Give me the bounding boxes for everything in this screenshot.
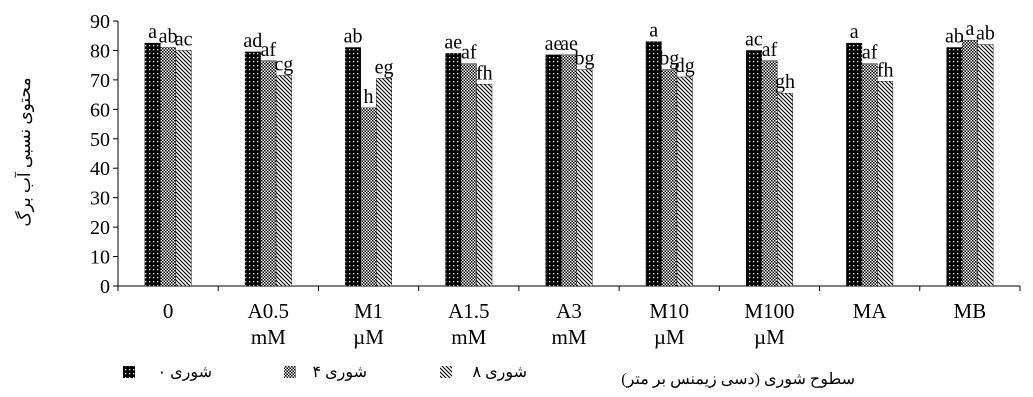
bars	[144, 39, 994, 287]
y-axis-label: محتوی نسبی آب برگ	[13, 77, 35, 226]
y-tick-label: 40	[90, 158, 110, 180]
y-axis-label-group: محتوی نسبی آب برگ	[13, 77, 35, 226]
bar-series-1	[645, 41, 662, 287]
bar-series-3	[877, 81, 894, 287]
y-tick-label: 90	[90, 11, 110, 33]
legend-swatch-series-2	[284, 366, 296, 378]
bar-letter-label: ac	[175, 28, 193, 50]
bar-series-2	[360, 107, 377, 287]
bar-letter-label: ad	[243, 30, 262, 52]
x-tick-label-unit: mM	[451, 325, 486, 349]
y-tick-label: 20	[90, 217, 110, 239]
bar-letter-label: a	[148, 21, 157, 43]
y-tick-label: 30	[90, 188, 110, 210]
y-tick-label: 0	[100, 276, 110, 298]
bar-letter-label: eg	[375, 56, 394, 78]
bar-letter-label: dg	[675, 55, 695, 77]
bar-series-1	[345, 47, 362, 287]
bar-series-3	[476, 84, 493, 287]
bar-letter-label: a	[649, 20, 658, 42]
bar-letter-label: ac	[745, 28, 763, 50]
bar-series-1	[745, 50, 762, 287]
bar-series-1	[946, 47, 963, 287]
bar-series-2	[260, 60, 277, 287]
x-tick-label: A3	[556, 299, 582, 323]
x-axis-title: سطوح شوری (دسی زیمنس بر متر)	[621, 371, 855, 388]
bar-letter-label: ae	[545, 33, 563, 55]
bar-letter-label: af	[461, 42, 477, 64]
bar-letter-label: gh	[775, 71, 795, 93]
bar-letter-label: af	[762, 39, 778, 61]
bar-letter-label: ab	[976, 23, 995, 45]
bar-letter-label: h	[364, 86, 374, 108]
legend-swatch-series-3	[440, 366, 452, 378]
bar-letter-label: a	[850, 21, 859, 43]
x-tick-label-unit: mM	[251, 325, 286, 349]
bar-letter-label: fh	[476, 62, 493, 84]
bar-letter-label: cg	[274, 53, 293, 75]
bar-series-2	[460, 63, 477, 287]
bar-letter-label: a	[965, 18, 974, 40]
legend-label-series-1: شوری ۰	[157, 364, 212, 381]
x-tick-label-unit: mM	[551, 325, 586, 349]
bar-series-3	[275, 75, 292, 287]
x-tick-label: MB	[954, 299, 987, 323]
legend-label-series-3: شوری ۸	[472, 364, 527, 381]
bar-series-2	[160, 47, 177, 287]
bar-series-2	[961, 39, 978, 287]
bar-series-3	[175, 50, 192, 287]
bar-letter-label: ab	[159, 26, 178, 48]
x-tick-label: A0.5	[248, 299, 289, 323]
bar-letter-label: ab	[945, 26, 964, 48]
bar-letter-label: ae	[560, 33, 578, 55]
bar-series-3	[576, 69, 593, 287]
legend-label-series-2: شوری ۴	[312, 364, 367, 381]
bar-letter-label: fh	[877, 59, 894, 81]
bar-series-1	[846, 42, 863, 287]
x-tick-label: MA	[853, 299, 888, 323]
bar-series-3	[977, 44, 994, 287]
x-tick-label-unit: µM	[353, 325, 384, 349]
bar-series-2	[861, 63, 878, 287]
bar-series-1	[244, 51, 261, 287]
legend-swatch-series-1	[123, 366, 135, 378]
y-tick-label: 60	[90, 99, 110, 121]
y-tick-label: 50	[90, 129, 110, 151]
bar-letter-label: ae	[444, 31, 462, 53]
y-tick-label: 70	[90, 70, 110, 92]
x-tick-label: M10	[649, 299, 689, 323]
y-tick-label: 10	[90, 247, 110, 269]
y-tick-label: 80	[90, 40, 110, 62]
bar-series-2	[761, 60, 778, 287]
bar-letter-label: af	[261, 39, 277, 61]
bar-letter-label: bg	[659, 48, 679, 70]
y-axis: 0 10 20 30 40 50 60 70 80 90	[90, 11, 119, 298]
x-tick-label: A1.5	[448, 299, 489, 323]
bar-letter-label: af	[862, 42, 878, 64]
bar-series-2	[561, 54, 577, 287]
x-tick-label-unit: µM	[754, 325, 785, 349]
bar-series-1	[445, 53, 462, 287]
x-tick-label: 0	[163, 299, 174, 323]
bar-series-3	[376, 78, 393, 287]
legend: شوری ۰ شوری ۴ شوری ۸ سطوح شوری (دسی زیمن…	[123, 364, 855, 388]
bar-letter-label: bg	[575, 48, 595, 70]
x-tick-label: M100	[744, 299, 794, 323]
bar-series-1	[144, 42, 161, 287]
x-tick-label-unit: µM	[654, 325, 685, 349]
bar-series-1	[545, 54, 562, 287]
bar-series-3	[676, 76, 693, 287]
bar-letter-label: ab	[344, 26, 363, 48]
bar-series-2	[661, 69, 678, 287]
bar-series-3	[776, 92, 793, 287]
x-tick-label: M1	[354, 299, 383, 323]
